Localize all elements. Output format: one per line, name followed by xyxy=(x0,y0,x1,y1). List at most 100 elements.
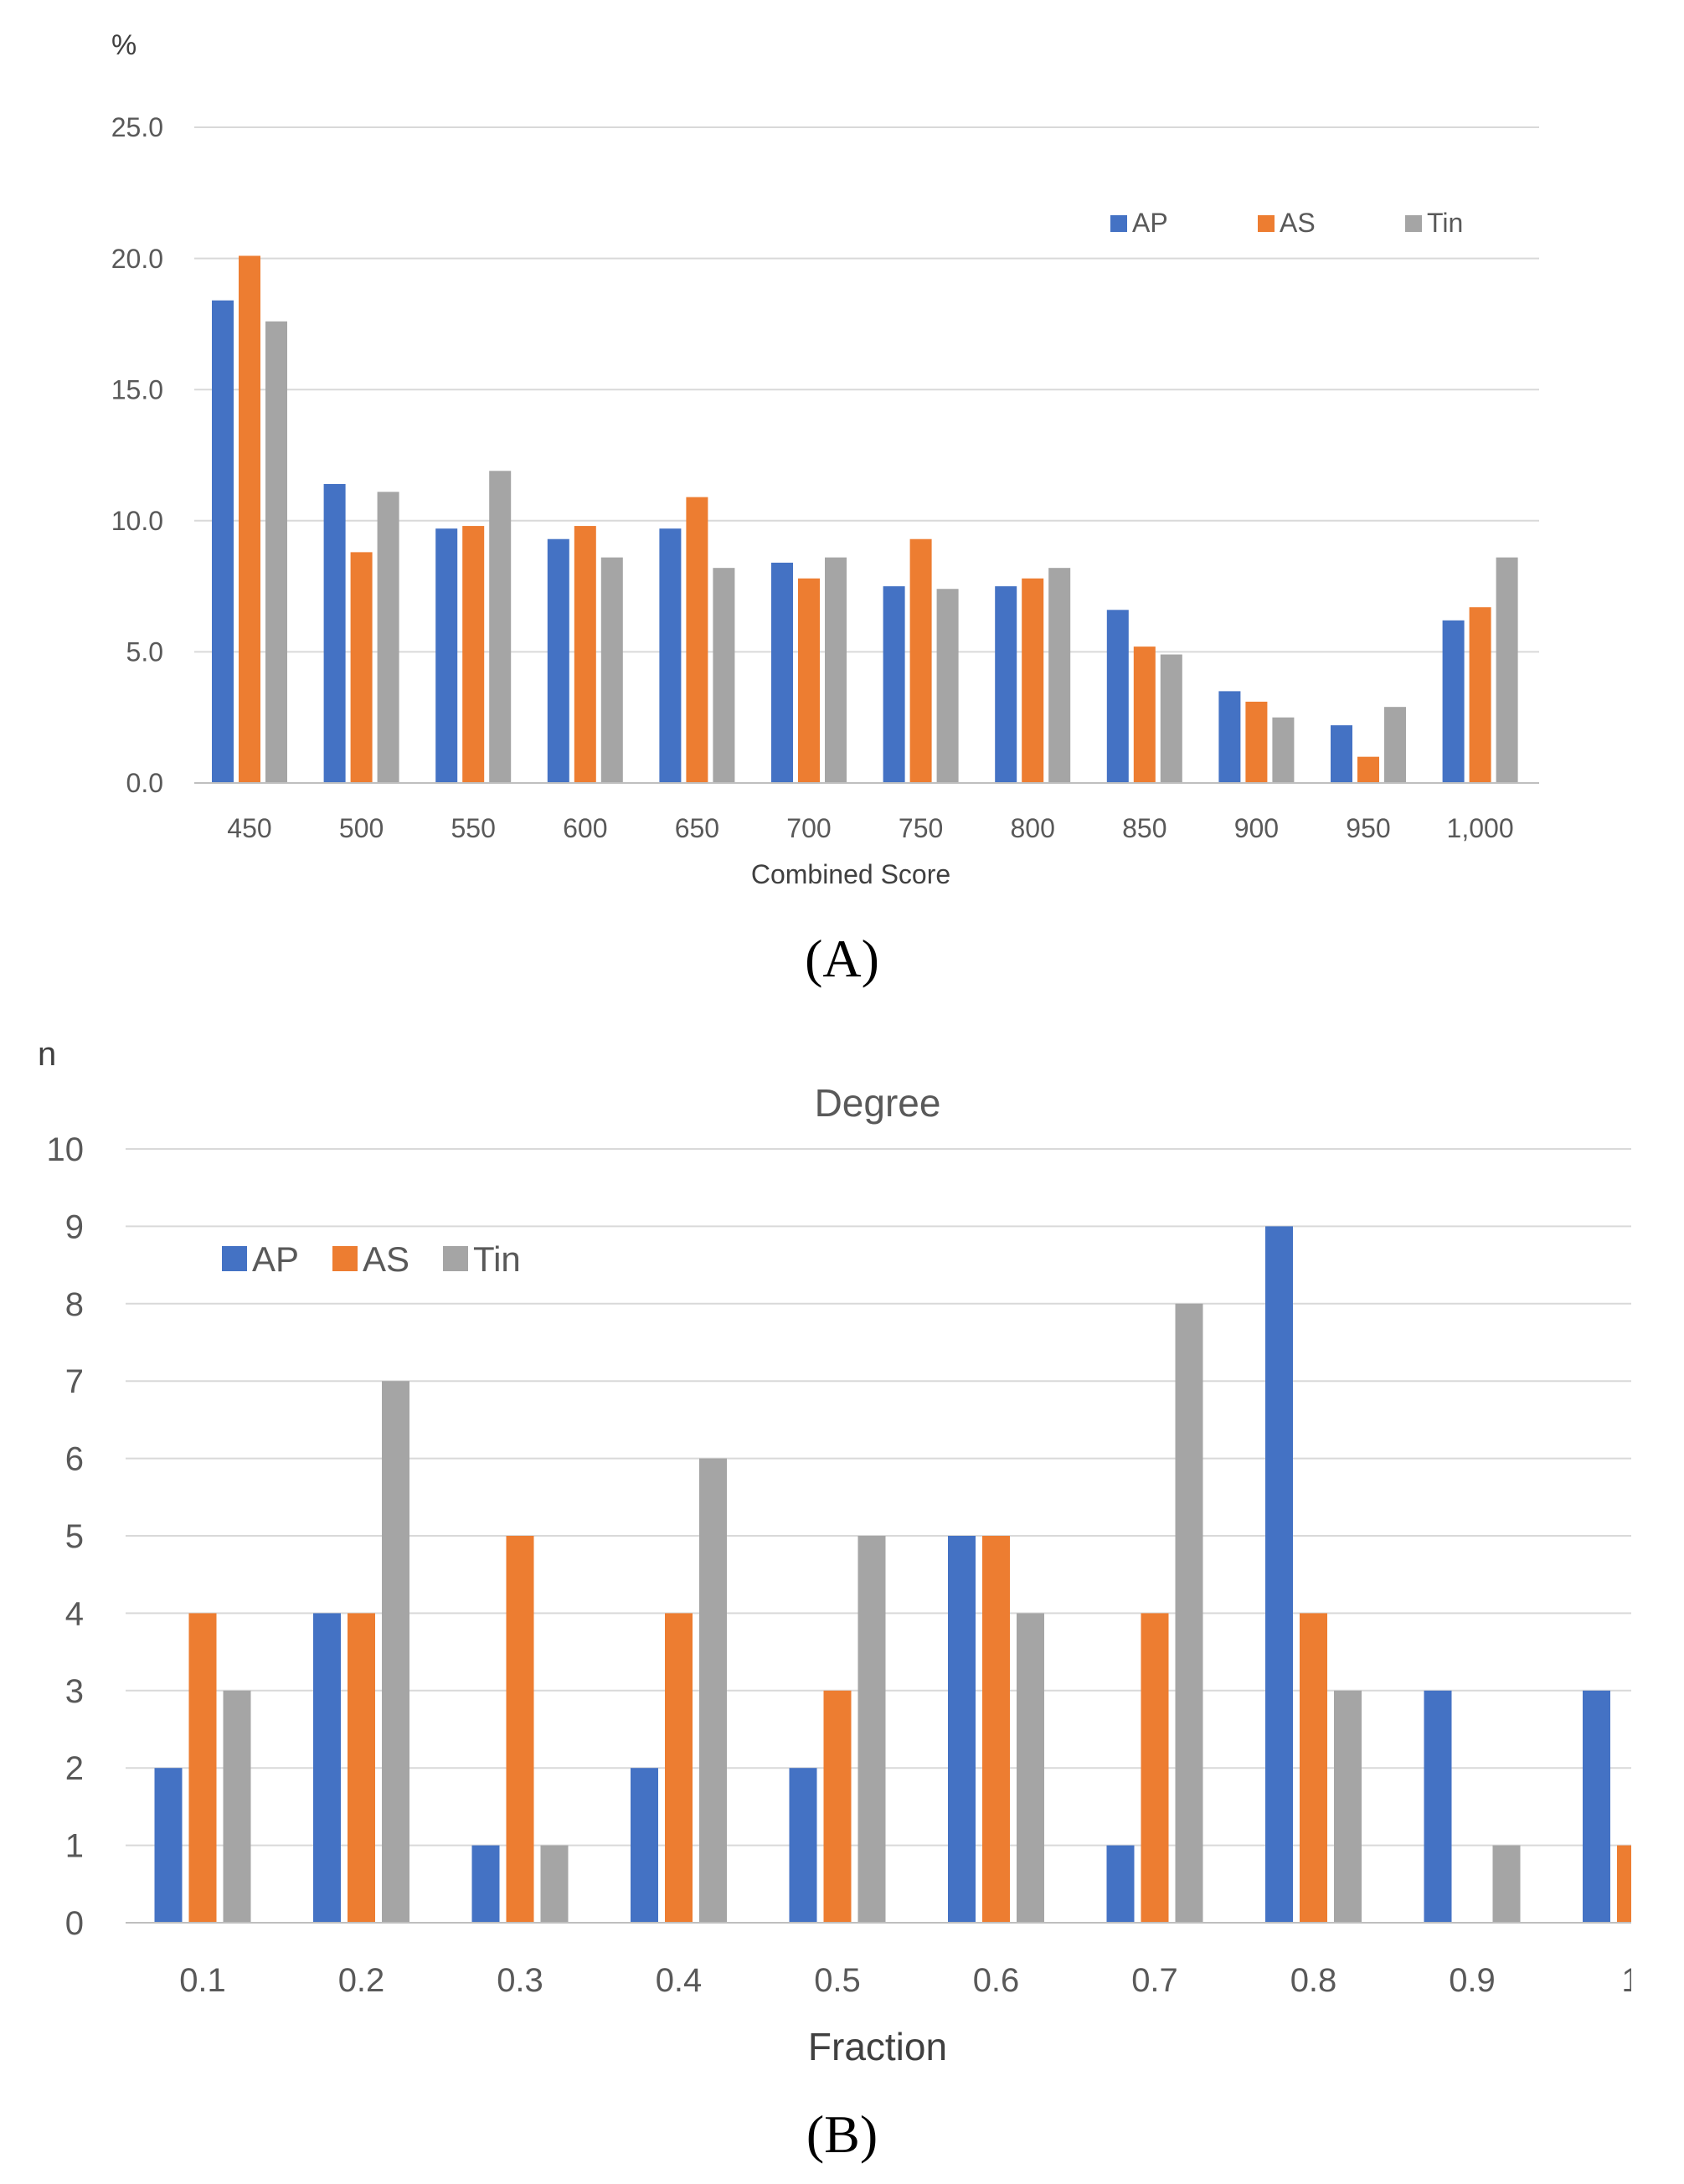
legend-swatch-as xyxy=(1258,215,1275,232)
bar-tin-850 xyxy=(1160,654,1182,783)
x-tick-label: 800 xyxy=(1011,813,1055,843)
chart-title: Degree xyxy=(815,1081,941,1125)
bar-as-01 xyxy=(188,1613,217,1923)
bar-ap-03 xyxy=(471,1845,500,1923)
bar-tin-800 xyxy=(1048,568,1071,783)
bar-as-450 xyxy=(239,255,260,783)
bar-ap-04 xyxy=(631,1768,658,1923)
legend-swatch-ap xyxy=(222,1246,247,1271)
x-tick-label: 550 xyxy=(451,813,496,843)
bar-tin-650 xyxy=(713,568,735,783)
bar-ap-07 xyxy=(1106,1845,1135,1923)
bar-as-900 xyxy=(1245,701,1268,783)
bar-ap-600 xyxy=(547,538,569,783)
bar-ap-1 xyxy=(1583,1690,1610,1923)
bar-as-1000 xyxy=(1469,607,1491,783)
bar-ap-01 xyxy=(154,1768,183,1923)
bar-as-06 xyxy=(982,1536,1010,1923)
bar-ap-550 xyxy=(435,528,458,783)
bar-as-800 xyxy=(1022,578,1044,783)
bar-tin-04 xyxy=(699,1458,727,1923)
y-tick-label: 4 xyxy=(65,1595,84,1632)
bar-ap-750 xyxy=(883,586,905,783)
x-tick-label: 0.5 xyxy=(814,1962,861,1999)
legend-swatch-tin xyxy=(1405,215,1422,232)
bars-group xyxy=(212,255,1518,783)
y-tick-label: 8 xyxy=(65,1286,84,1323)
bar-as-550 xyxy=(462,526,485,783)
legend-label-as: AS xyxy=(363,1239,409,1279)
x-tick-label: 600 xyxy=(563,813,607,843)
bar-ap-05 xyxy=(789,1768,817,1923)
x-tick-label: 500 xyxy=(339,813,384,843)
panel-label-a: (A) xyxy=(805,929,879,988)
x-tick-label: 750 xyxy=(899,813,943,843)
x-tick-label: 0.4 xyxy=(656,1962,703,1999)
x-tick-label: 0.7 xyxy=(1131,1962,1178,1999)
bar-ap-09 xyxy=(1424,1690,1452,1923)
bar-tin-02 xyxy=(382,1381,409,1923)
legend-label-tin: Tin xyxy=(473,1239,521,1279)
x-tick-label: 0.2 xyxy=(338,1962,385,1999)
bar-as-07 xyxy=(1141,1613,1169,1923)
x-tick-label: 950 xyxy=(1346,813,1390,843)
legend-label-tin: Tin xyxy=(1427,208,1463,238)
bar-ap-450 xyxy=(212,300,234,783)
bar-tin-05 xyxy=(857,1536,886,1923)
bars-group xyxy=(154,1226,1631,1923)
bar-ap-1000 xyxy=(1442,620,1465,783)
bar-as-03 xyxy=(506,1536,534,1923)
bar-tin-550 xyxy=(489,471,512,783)
bar-tin-700 xyxy=(825,557,847,783)
bar-as-08 xyxy=(1300,1613,1327,1923)
bar-as-02 xyxy=(348,1613,375,1923)
y-axis-label: n xyxy=(38,1036,56,1073)
y-tick-label: 6 xyxy=(65,1441,84,1478)
bar-tin-1000 xyxy=(1496,557,1518,783)
y-axis-label: % xyxy=(111,29,136,61)
bar-ap-06 xyxy=(948,1536,976,1923)
bar-ap-850 xyxy=(1106,610,1129,783)
bar-tin-06 xyxy=(1017,1613,1044,1923)
legend-label-ap: AP xyxy=(252,1239,299,1279)
x-tick-label: 0.8 xyxy=(1290,1962,1337,1999)
x-tick-label: 0.9 xyxy=(1449,1962,1496,1999)
bar-as-05 xyxy=(823,1690,852,1923)
legend-swatch-as xyxy=(332,1246,358,1271)
x-tick-label: 0.1 xyxy=(179,1962,226,1999)
legend-swatch-ap xyxy=(1110,215,1127,232)
bar-tin-01 xyxy=(223,1690,251,1923)
y-tick-label: 15.0 xyxy=(111,374,163,404)
bar-ap-800 xyxy=(995,586,1017,783)
y-tick-label: 0 xyxy=(65,1905,84,1942)
bar-tin-750 xyxy=(936,589,959,783)
x-tick-label: 0.3 xyxy=(497,1962,543,1999)
bar-as-500 xyxy=(350,552,373,783)
bar-tin-900 xyxy=(1272,717,1295,783)
chart-b-svg: n Degree 0 1 2 3 4 5 6 7 8 9 10 0.1 0.2 0.3 0.4 0.5 0.6 0.7… xyxy=(38,1005,1684,2068)
y-tick-label: 7 xyxy=(65,1363,84,1400)
y-tick-label: 1 xyxy=(65,1828,84,1865)
chart-a-svg: % 0.0 5.0 10.0 15.0 20.0 25.0 450 500 550 600 650 70… xyxy=(111,29,1539,889)
bar-tin-03 xyxy=(540,1845,569,1923)
bar-as-850 xyxy=(1133,646,1156,783)
legend-label-ap: AP xyxy=(1132,208,1168,238)
bar-as-700 xyxy=(798,578,820,783)
x-tick-label: 900 xyxy=(1234,813,1279,843)
bar-tin-450 xyxy=(265,321,287,783)
bar-ap-08 xyxy=(1265,1226,1293,1923)
x-axis-label: Fraction xyxy=(808,2025,947,2068)
x-tick-label: 450 xyxy=(227,813,271,843)
bar-ap-900 xyxy=(1218,691,1241,783)
y-tick-label: 25.0 xyxy=(111,112,163,142)
bar-ap-650 xyxy=(659,528,682,783)
right-edge-mask xyxy=(1631,1005,1684,2006)
x-tick-label: 650 xyxy=(675,813,719,843)
bar-tin-07 xyxy=(1175,1303,1203,1923)
bar-as-650 xyxy=(686,497,708,783)
legend-swatch-tin xyxy=(443,1246,468,1271)
y-tick-label: 10.0 xyxy=(111,506,163,536)
bar-as-950 xyxy=(1357,756,1379,783)
x-tick-label: 700 xyxy=(786,813,831,843)
bar-ap-500 xyxy=(323,483,346,783)
